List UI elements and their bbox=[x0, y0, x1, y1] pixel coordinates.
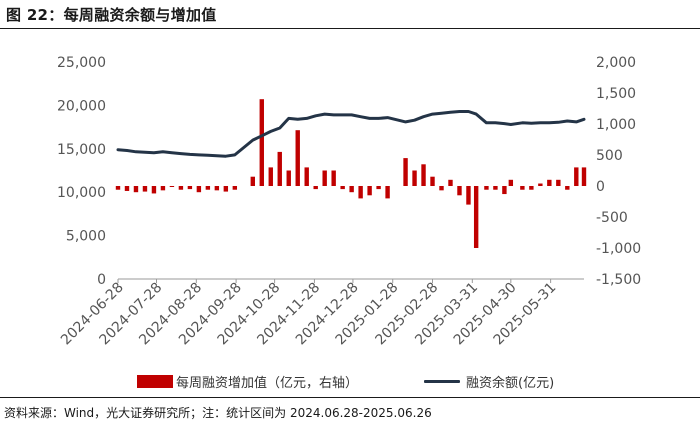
chart: 0 5,000 10,000 15,000 20,000 25,000 -1,500 -1,0… bbox=[57, 55, 641, 348]
bar bbox=[457, 186, 462, 196]
bar bbox=[214, 186, 220, 191]
bar bbox=[556, 179, 561, 186]
bar bbox=[520, 186, 525, 190]
bar bbox=[151, 186, 157, 194]
bar bbox=[142, 186, 148, 192]
left-axis-tick-label: 25,000 bbox=[57, 55, 106, 71]
left-axis-tick-label: 20,000 bbox=[57, 98, 106, 114]
right-axis-tick-label: -1,500 bbox=[596, 272, 641, 288]
right-axis-tick-label: 2,000 bbox=[596, 55, 636, 71]
bar bbox=[124, 186, 130, 191]
bar bbox=[205, 186, 211, 190]
legend-item-bar: 每周融资增加值（亿元，右轴） bbox=[137, 372, 358, 391]
title-divider bbox=[0, 28, 700, 29]
bar bbox=[313, 186, 318, 190]
bar bbox=[232, 186, 238, 190]
left-axis-tick-label: 10,000 bbox=[57, 185, 106, 201]
bar bbox=[178, 186, 184, 190]
bar bbox=[367, 186, 372, 196]
right-axis-tick-label: -1,000 bbox=[596, 241, 641, 257]
bar bbox=[538, 183, 543, 186]
bar bbox=[187, 186, 193, 190]
bar bbox=[403, 158, 408, 186]
legend-label-line: 融资余额(亿元) bbox=[466, 376, 555, 391]
bar bbox=[196, 186, 202, 193]
bar bbox=[295, 130, 300, 186]
source-note: 资料来源：Wind，光大证券研究所；注：统计区间为 2024.06.28-202… bbox=[4, 406, 432, 420]
bar bbox=[502, 186, 507, 195]
right-axis-tick-label: 0 bbox=[596, 179, 605, 195]
bar bbox=[547, 179, 552, 186]
bar bbox=[169, 186, 175, 187]
bar bbox=[259, 99, 264, 186]
bar bbox=[340, 186, 345, 190]
bar bbox=[322, 170, 327, 186]
bar bbox=[529, 186, 534, 190]
bar bbox=[286, 170, 291, 186]
bar bbox=[385, 186, 390, 199]
legend-label-bar: 每周融资增加值（亿元，右轴） bbox=[176, 376, 359, 391]
bar bbox=[358, 186, 363, 199]
bar bbox=[574, 167, 579, 186]
legend-item-line: 融资余额(亿元) bbox=[424, 372, 554, 391]
left-axis-tick-label: 15,000 bbox=[57, 142, 106, 158]
legend-swatch-bar bbox=[137, 375, 173, 388]
balance-line bbox=[116, 110, 586, 158]
bar bbox=[565, 186, 570, 190]
bar bbox=[223, 186, 229, 192]
bar bbox=[448, 179, 453, 186]
bar bbox=[115, 186, 121, 190]
chart-title: 图 22：每周融资余额与增加值 bbox=[6, 6, 217, 24]
bar bbox=[304, 167, 309, 186]
bar bbox=[484, 186, 489, 190]
bar bbox=[376, 186, 381, 190]
bar bbox=[160, 186, 166, 191]
bar bbox=[581, 167, 587, 186]
left-axis-tick-label: 5,000 bbox=[66, 229, 106, 245]
bar bbox=[331, 170, 336, 186]
bar bbox=[277, 151, 282, 186]
bar bbox=[349, 186, 354, 193]
right-axis-tick-label: 1,500 bbox=[596, 86, 636, 102]
footer-divider bbox=[0, 397, 700, 398]
legend-swatch-line bbox=[424, 380, 460, 383]
bar bbox=[493, 186, 498, 190]
right-axis-tick-label: 1,000 bbox=[596, 117, 636, 133]
left-axis-tick-label: 0 bbox=[97, 272, 106, 288]
bar bbox=[268, 167, 273, 186]
right-axis-tick-label: 500 bbox=[596, 148, 623, 164]
right-axis-tick-label: -500 bbox=[596, 210, 628, 226]
bar bbox=[508, 179, 514, 186]
bar bbox=[250, 176, 255, 186]
bar bbox=[421, 164, 426, 186]
bar bbox=[473, 186, 479, 248]
bar bbox=[133, 186, 139, 193]
bar bbox=[412, 170, 417, 186]
bar bbox=[439, 186, 444, 191]
bar bbox=[430, 176, 435, 186]
bar bbox=[466, 186, 471, 205]
